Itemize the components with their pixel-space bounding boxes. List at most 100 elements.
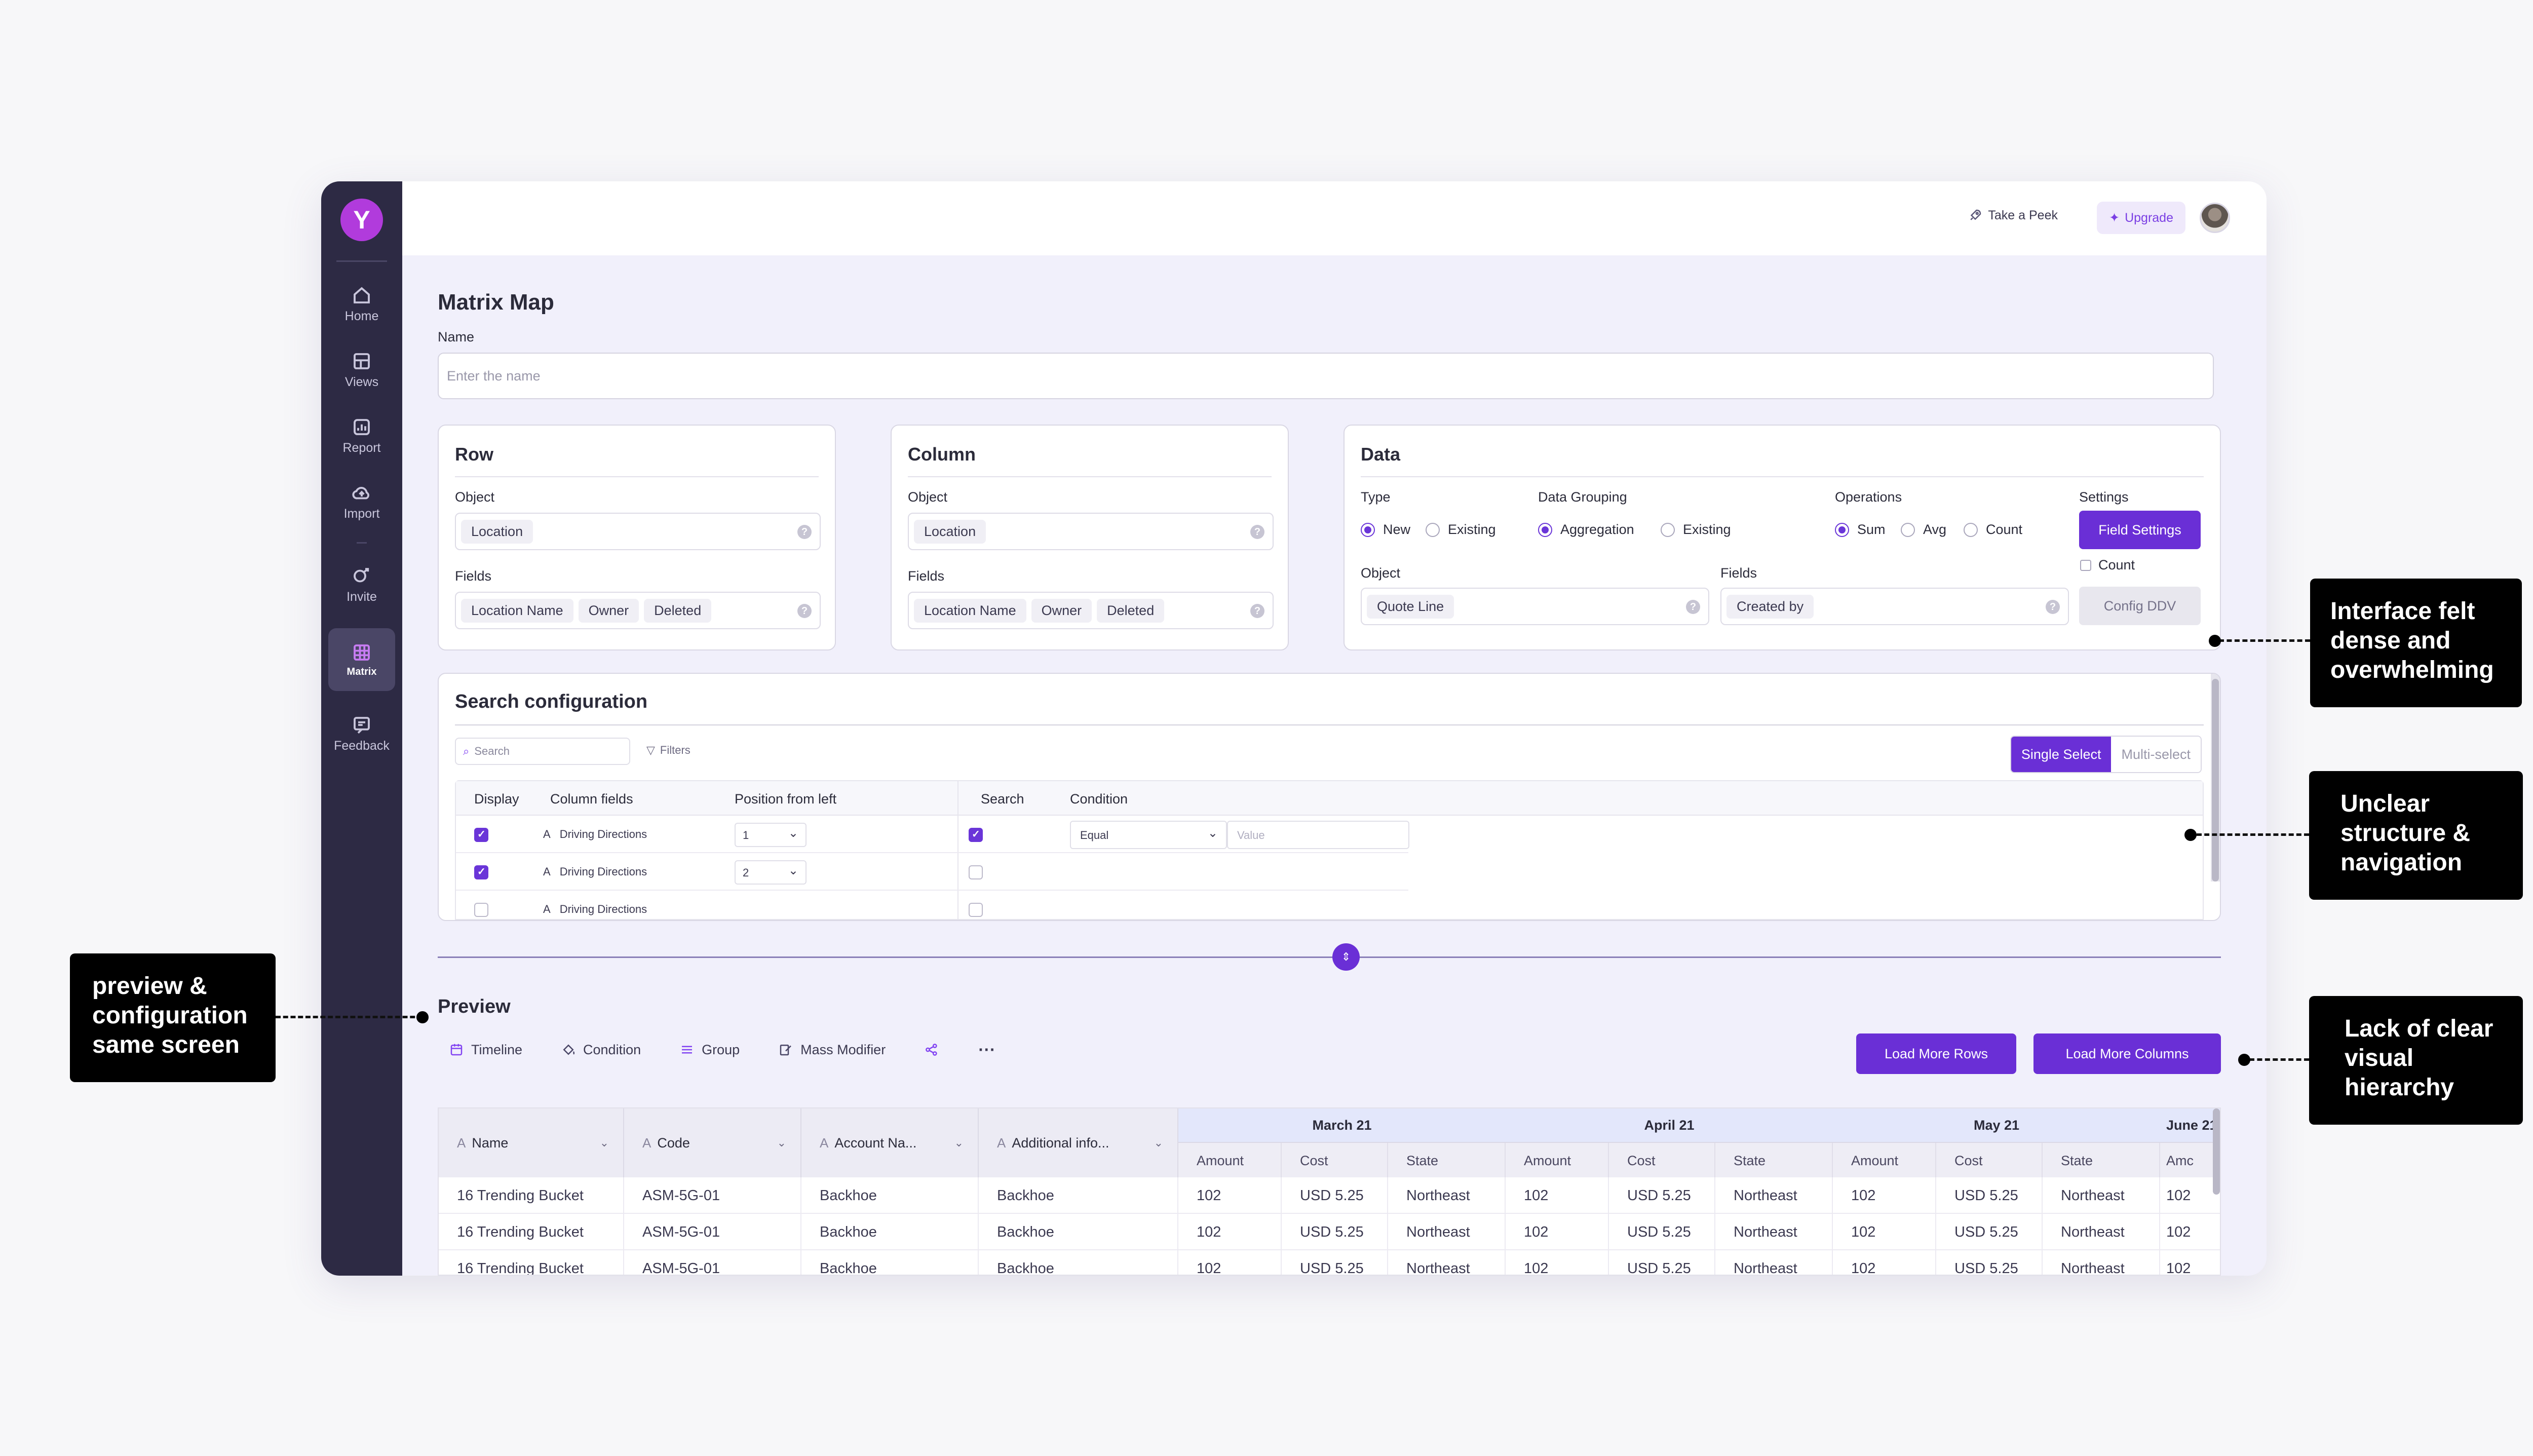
data-object-select[interactable]: Quote Line ?	[1361, 588, 1709, 625]
table-cell[interactable]: Northeast	[1715, 1214, 1833, 1250]
field-chip[interactable]: Owner	[1031, 598, 1092, 623]
search-checkbox[interactable]	[969, 903, 983, 917]
help-icon[interactable]: ?	[797, 525, 812, 539]
group-button[interactable]: Group	[679, 1040, 740, 1060]
load-more-columns-button[interactable]: Load More Columns	[2033, 1033, 2221, 1074]
search-checkbox[interactable]	[969, 865, 983, 879]
search-input[interactable]: ⌕ Search	[455, 738, 630, 765]
table-cell[interactable]: ASM-5G-01	[624, 1177, 801, 1214]
help-icon[interactable]: ?	[1250, 604, 1264, 618]
table-cell[interactable]: Northeast	[1388, 1177, 1506, 1214]
table-cell[interactable]: Northeast	[2043, 1177, 2160, 1214]
field-settings-button[interactable]: Field Settings	[2079, 511, 2201, 549]
table-cell[interactable]: Backhoe	[979, 1214, 1178, 1250]
sidebar-item-feedback[interactable]: Feedback	[328, 705, 395, 762]
vertical-scrollbar[interactable]	[2211, 674, 2220, 882]
operation-sum-radio[interactable]: Sum	[1835, 522, 1886, 538]
table-cell[interactable]: Backhoe	[801, 1177, 979, 1214]
config-ddv-button[interactable]: Config DDV	[2079, 587, 2201, 625]
table-cell[interactable]: USD 5.25	[1936, 1250, 2043, 1275]
position-select[interactable]: 1	[735, 823, 807, 847]
sidebar-item-matrix[interactable]: Matrix	[328, 628, 395, 691]
table-cell[interactable]: 102	[1178, 1214, 1282, 1250]
display-checkbox[interactable]	[474, 828, 488, 842]
sidebar-item-import[interactable]: Import	[328, 473, 395, 530]
table-cell[interactable]: 102	[1833, 1250, 1936, 1275]
table-cell[interactable]: Northeast	[1388, 1214, 1506, 1250]
table-cell[interactable]: Northeast	[1715, 1177, 1833, 1214]
share-button[interactable]	[924, 1040, 939, 1060]
table-cell[interactable]: 102	[1506, 1214, 1609, 1250]
grouping-aggregation-radio[interactable]: Aggregation	[1538, 522, 1634, 538]
column-header-account[interactable]: A Account Na... ⌄	[801, 1108, 979, 1177]
condition-select[interactable]: Equal	[1070, 821, 1227, 849]
value-input[interactable]: Value	[1227, 821, 1409, 849]
sidebar-item-views[interactable]: Views	[328, 341, 395, 398]
field-chip[interactable]: Deleted	[644, 598, 712, 623]
data-fields-select[interactable]: Created by ?	[1720, 588, 2069, 625]
table-cell[interactable]: Backhoe	[801, 1250, 979, 1275]
column-header-code[interactable]: A Code ⌄	[624, 1108, 801, 1177]
display-checkbox[interactable]	[474, 865, 488, 879]
table-cell[interactable]: 102	[2160, 1177, 2220, 1214]
row-fields-select[interactable]: Location Name Owner Deleted ?	[455, 592, 821, 629]
filters-button[interactable]: ▽ Filters	[646, 744, 690, 757]
field-chip[interactable]: Location Name	[461, 598, 573, 623]
table-cell[interactable]: USD 5.25	[1936, 1214, 2043, 1250]
search-checkbox[interactable]	[969, 828, 983, 842]
condition-button[interactable]: Condition	[561, 1040, 641, 1060]
help-icon[interactable]: ?	[2046, 600, 2060, 614]
sidebar-item-invite[interactable]: Invite	[328, 556, 395, 613]
table-cell[interactable]: USD 5.25	[1609, 1214, 1715, 1250]
app-logo[interactable]: Y	[340, 199, 383, 241]
row-object-select[interactable]: Location ?	[455, 513, 821, 550]
display-checkbox[interactable]	[474, 903, 488, 917]
table-cell[interactable]: 102	[1833, 1214, 1936, 1250]
table-cell[interactable]: Backhoe	[801, 1214, 979, 1250]
table-cell[interactable]: 16 Trending Bucket	[439, 1214, 624, 1250]
type-new-radio[interactable]: New	[1361, 522, 1410, 538]
help-icon[interactable]: ?	[797, 604, 812, 618]
table-cell[interactable]: 102	[1833, 1177, 1936, 1214]
operation-count-radio[interactable]: Count	[1964, 522, 2022, 538]
table-cell[interactable]: USD 5.25	[1282, 1177, 1388, 1214]
table-cell[interactable]: Backhoe	[979, 1250, 1178, 1275]
column-object-select[interactable]: Location ?	[908, 513, 1274, 550]
table-cell[interactable]: 102	[1506, 1177, 1609, 1214]
table-cell[interactable]: USD 5.25	[1609, 1177, 1715, 1214]
table-cell[interactable]: USD 5.25	[1282, 1214, 1388, 1250]
mass-modifier-button[interactable]: Mass Modifier	[778, 1040, 886, 1060]
vertical-scrollbar[interactable]	[2213, 1108, 2220, 1195]
table-cell[interactable]: Backhoe	[979, 1177, 1178, 1214]
table-cell[interactable]: 102	[1178, 1177, 1282, 1214]
table-cell[interactable]: 102	[1178, 1250, 1282, 1275]
table-cell[interactable]: 16 Trending Bucket	[439, 1177, 624, 1214]
single-select-button[interactable]: Single Select	[2011, 737, 2112, 772]
timeline-button[interactable]: Timeline	[449, 1040, 522, 1060]
table-cell[interactable]: 102	[2160, 1214, 2220, 1250]
help-icon[interactable]: ?	[1686, 600, 1700, 614]
position-select[interactable]: 2	[735, 860, 807, 885]
resize-handle-icon[interactable]: ⇕	[1332, 943, 1360, 971]
sidebar-item-home[interactable]: Home	[328, 276, 395, 332]
table-cell[interactable]: 102	[1506, 1250, 1609, 1275]
take-a-peek-link[interactable]: Take a Peek	[1968, 208, 2058, 223]
load-more-rows-button[interactable]: Load More Rows	[1856, 1033, 2016, 1074]
field-chip[interactable]: Deleted	[1097, 598, 1165, 623]
table-cell[interactable]: ASM-5G-01	[624, 1250, 801, 1275]
sidebar-item-report[interactable]: Report	[328, 407, 395, 464]
operation-avg-radio[interactable]: Avg	[1901, 522, 1946, 538]
chevron-down-icon[interactable]: ⌄	[1154, 1136, 1163, 1149]
column-header-additional-info[interactable]: A Additional info... ⌄	[979, 1108, 1178, 1177]
count-checkbox[interactable]: Count	[2080, 557, 2135, 573]
multi-select-button[interactable]: Multi-select	[2111, 737, 2201, 772]
table-cell[interactable]: USD 5.25	[1936, 1177, 2043, 1214]
field-chip[interactable]: Location Name	[914, 598, 1026, 623]
table-cell[interactable]: Northeast	[1715, 1250, 1833, 1275]
chevron-down-icon[interactable]: ⌄	[954, 1136, 964, 1149]
table-cell[interactable]: USD 5.25	[1609, 1250, 1715, 1275]
name-input[interactable]: Enter the name	[438, 353, 2214, 399]
column-fields-select[interactable]: Location Name Owner Deleted ?	[908, 592, 1274, 629]
grouping-existing-radio[interactable]: Existing	[1661, 522, 1731, 538]
table-cell[interactable]: Northeast	[2043, 1250, 2160, 1275]
